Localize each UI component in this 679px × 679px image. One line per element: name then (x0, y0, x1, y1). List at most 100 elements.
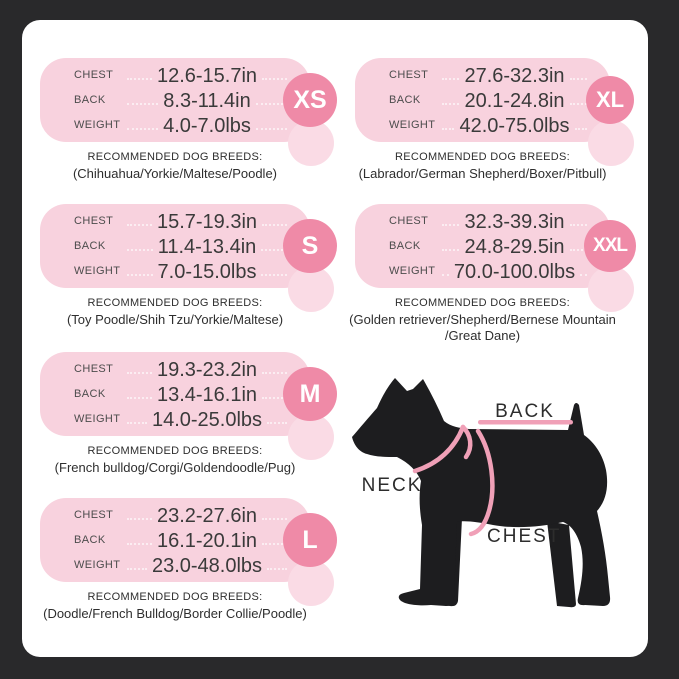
weight-label: WEIGHT (74, 119, 121, 131)
dot-leader (442, 77, 460, 80)
back-row: BACK 24.8-29.5in (355, 234, 610, 259)
size-card-group-xl: XL CHEST 27.6-32.3in BACK 20.1-24.8in WEIG… (355, 58, 634, 182)
dog-silhouette (352, 378, 611, 608)
back-value: 8.3-11.4in (163, 89, 251, 112)
recommended-heading: RECOMMENDED DOG BREEDS: (87, 591, 263, 603)
back-row: BACK 8.3-11.4in (40, 88, 310, 113)
chest-label: CHEST (74, 509, 114, 521)
dog-measurement-diagram: BACK NECK CHEST (345, 375, 655, 620)
dot-leader (127, 102, 159, 105)
size-badge-label: M (299, 379, 321, 408)
back-label: BACK (74, 240, 106, 252)
accent-circle (288, 560, 334, 606)
back-label: BACK (389, 240, 421, 252)
chest-value: 12.6-15.7in (156, 64, 258, 87)
measurement-rows: CHEST 12.6-15.7in BACK 8.3-11.4in WEIGHT 4.… (40, 58, 310, 138)
size-card-group-xs: XS CHEST 12.6-15.7in BACK 8.3-11.4in WEIGH… (40, 58, 337, 182)
dot-leader (262, 396, 288, 399)
dot-leader (442, 223, 460, 226)
back-value: 16.1-20.1in (156, 529, 258, 552)
recommended-heading: RECOMMENDED DOG BREEDS: (87, 297, 263, 309)
dot-leader (262, 517, 288, 520)
size-badge-label: L (302, 525, 318, 554)
back-label: BACK (389, 94, 421, 106)
measurement-rows: CHEST 23.2-27.6in BACK 16.1-20.1in WEIGHT 2… (40, 498, 310, 578)
breeds-block: RECOMMENDED DOG BREEDS: (Doodle/French B… (25, 591, 325, 622)
dot-leader (267, 567, 288, 570)
size-badge-m: M (283, 367, 337, 421)
size-badge-xxl: XXL (584, 220, 636, 272)
dot-leader (127, 223, 152, 226)
breeds-block: RECOMMENDED DOG BREEDS: (Toy Poodle/Shih… (25, 297, 325, 328)
size-badge-label: XS (293, 85, 327, 114)
size-card-group-xxl: XXL CHEST 32.3-39.3in BACK 24.8-29.5in WEI… (349, 204, 636, 345)
breeds-block: RECOMMENDED DOG BREEDS: (French bulldog/… (25, 445, 325, 476)
chest-label: CHEST (74, 69, 114, 81)
weight-value: 14.0-25.0lbs (151, 408, 263, 431)
back-measure-line (478, 420, 573, 425)
dot-leader (127, 517, 152, 520)
size-badge-s: S (283, 219, 337, 273)
weight-row: WEIGHT 70.0-100.0lbs (355, 259, 610, 284)
dot-leader (574, 127, 588, 130)
dot-leader (569, 77, 588, 80)
dot-leader (127, 248, 153, 251)
breeds-list: (French bulldog/Corgi/Goldendoodle/Pug) (54, 460, 296, 475)
weight-label: WEIGHT (74, 265, 121, 277)
dot-leader (127, 542, 152, 545)
size-badge-l: L (283, 513, 337, 567)
chest-label: CHEST (74, 363, 114, 375)
dot-leader (569, 223, 588, 226)
dot-leader (262, 542, 288, 545)
dot-leader (442, 248, 460, 251)
chest-value: 19.3-23.2in (156, 358, 258, 381)
measurement-rows: CHEST 27.6-32.3in BACK 20.1-24.8in WEIGHT 4… (355, 58, 610, 138)
accent-circle (288, 120, 334, 166)
size-badge-label: XXL (593, 235, 628, 256)
dot-leader (569, 248, 588, 251)
recommended-heading: RECOMMENDED DOG BREEDS: (87, 445, 263, 457)
size-card-l: L CHEST 23.2-27.6in BACK 16.1-20.1in WEIGH… (40, 498, 337, 606)
breeds-list: (Labrador/German Shepherd/Boxer/Pitbull) (358, 166, 607, 181)
weight-row: WEIGHT 42.0-75.0lbs (355, 113, 610, 138)
dog-body (352, 378, 611, 606)
dot-leader (262, 223, 288, 226)
breeds-list: (Golden retriever/Shepherd/Bernese Mount… (349, 312, 616, 344)
size-card-group-l: L CHEST 23.2-27.6in BACK 16.1-20.1in WEIGH… (40, 498, 337, 622)
breeds-list: (Chihuahua/Yorkie/Maltese/Poodle) (72, 166, 278, 181)
breeds-list: (Doodle/French Bulldog/Border Collie/Poo… (43, 606, 307, 621)
weight-value: 23.0-48.0lbs (151, 554, 263, 577)
dot-leader (262, 371, 288, 374)
size-card-xxl: XXL CHEST 32.3-39.3in BACK 24.8-29.5in WEI… (355, 204, 636, 312)
weight-label: WEIGHT (389, 265, 436, 277)
recommended-heading: RECOMMENDED DOG BREEDS: (87, 151, 263, 163)
measurement-rows: CHEST 15.7-19.3in BACK 11.4-13.4in WEIGHT 7… (40, 204, 310, 284)
back-row: BACK 11.4-13.4in (40, 234, 310, 259)
dot-leader (255, 102, 288, 105)
chest-row: CHEST 27.6-32.3in (355, 63, 610, 88)
chest-value: 15.7-19.3in (156, 210, 258, 233)
back-value: 20.1-24.8in (464, 89, 565, 112)
dot-leader (261, 248, 287, 251)
weight-row: WEIGHT 7.0-15.0lbs (40, 259, 310, 284)
chest-row: CHEST 12.6-15.7in (40, 63, 310, 88)
size-card-group-s: S CHEST 15.7-19.3in BACK 11.4-13.4in WEIGH… (40, 204, 337, 328)
chest-measure-arc (468, 428, 495, 537)
dot-leader (442, 127, 455, 130)
dot-leader (127, 273, 153, 276)
back-value: 13.4-16.1in (156, 383, 258, 406)
dot-leader (255, 127, 287, 130)
back-label: BACK (74, 534, 106, 546)
weight-row: WEIGHT 23.0-48.0lbs (40, 553, 310, 578)
size-card-m: M CHEST 19.3-23.2in BACK 13.4-16.1in WEIGH… (40, 352, 337, 460)
dot-leader (442, 102, 460, 105)
size-badge-xl: XL (586, 76, 634, 124)
dot-leader (127, 421, 147, 424)
dot-leader (127, 127, 159, 130)
size-card-xs: XS CHEST 12.6-15.7in BACK 8.3-11.4in WEIGH… (40, 58, 337, 166)
size-badge-xs: XS (283, 73, 337, 127)
dot-leader (267, 421, 288, 424)
recommended-heading: RECOMMENDED DOG BREEDS: (395, 151, 570, 163)
size-badge-label: S (301, 231, 319, 260)
